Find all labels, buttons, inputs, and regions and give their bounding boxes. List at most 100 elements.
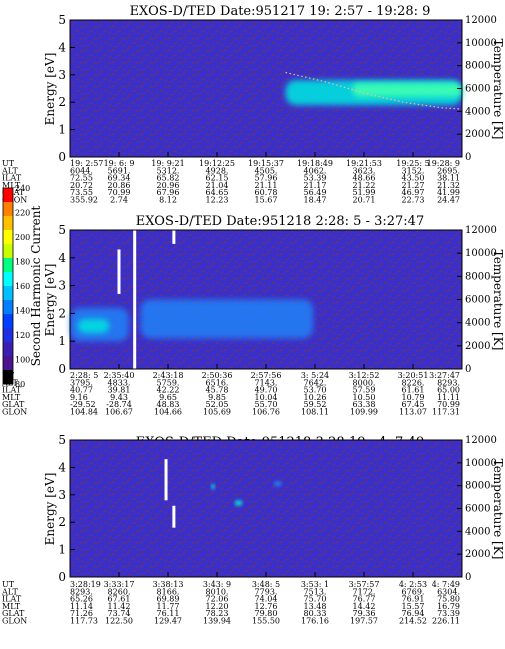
panel-2-eph-value: -29.52 (70, 400, 96, 409)
panel-1-eph-value: 8.12 (159, 196, 177, 205)
panel-3-eph-value: 74.04 (255, 595, 278, 604)
panel-3-eph-value: 7793. (255, 587, 278, 596)
panel-1-y2tick-label: 12000 (465, 15, 497, 26)
panel-1-eph-value: 19: 6: 9 (104, 159, 135, 168)
panel-1-eph-value: 19:18:49 (297, 159, 333, 168)
panel-2-eph-value: 10.79 (402, 393, 425, 402)
panel-1-eph-value: 48.66 (353, 174, 376, 183)
panel-2-feature-2 (140, 299, 314, 339)
panel-2-eph-value: 9.85 (208, 393, 226, 402)
colorbar-swatch (3, 202, 13, 217)
panel-2-eph-value: 7143. (255, 378, 278, 387)
panel-3-eph-value: 8010. (206, 587, 229, 596)
colorbar-frame (2, 187, 14, 385)
panel-1-eph-value: 21.32 (437, 181, 460, 190)
panel-1-y2tick-label: 2000 (465, 129, 490, 140)
panel-2-eph-value: 57.59 (353, 386, 376, 395)
panel-1-eph-label-mlt: MLT (2, 181, 21, 190)
panel-2-ytick-label: 0 (58, 362, 66, 376)
panel-3-eph-value: 197.57 (350, 617, 378, 626)
panel-1-eph-value: 57.96 (255, 174, 278, 183)
panel-2-y2tick-label: 0 (465, 364, 471, 375)
panel-2-eph-value: 2:28: 5 (70, 371, 98, 380)
panel-3-y2tick-label: 2000 (465, 549, 490, 560)
panel-1-eph-value: 64.65 (206, 188, 229, 197)
panel-3-ylabel: Energy [eV] (43, 473, 57, 546)
colorbar-swatch (3, 370, 13, 385)
panel-3-eph-value: 16.79 (437, 602, 460, 611)
panel-3-y2tick-label: 12000 (465, 435, 497, 446)
panel-1-eph-label-ilat: ILAT (2, 174, 22, 183)
panel-1-y2ticks: 0 2000 4000 6000 8000 10000 12000 (457, 15, 497, 163)
panel-2-eph-value: 6516. (206, 378, 229, 387)
colorbar-swatch (3, 300, 13, 315)
panel-2-eph-value: 106.76 (252, 408, 280, 417)
panel-3-eph-value: 69.89 (157, 595, 180, 604)
colorbar-tick-label: 240 (15, 184, 30, 193)
panel-3-eph-value: 3:43: 9 (203, 580, 231, 589)
panel-2-data-gap-1 (117, 249, 121, 294)
panel-2-eph-value: 11.11 (437, 393, 460, 402)
panel-2-eph-value: 10.04 (255, 393, 278, 402)
panel-3-eph-label-glon: GLON (2, 617, 27, 626)
panel-2-eph-value: 3:12:52 (349, 371, 380, 380)
panel-1-eph-value: 65.82 (157, 174, 180, 183)
panel-3-data-gaps (164, 459, 176, 528)
panel-1-eph-value: 5691. (108, 166, 131, 175)
panel-2-data-gaps (117, 230, 176, 369)
panel-3-eph-value: 73.39 (437, 609, 460, 618)
panel-2-ephemeris-table: UT2:28: 52:35:402:43:182:50:362:57:563: … (1, 371, 460, 417)
panel-1-eph-value: 3623. (353, 166, 376, 175)
panel-3-ytick-label: 1 (58, 543, 66, 557)
panel-2-eph-value: 48.83 (157, 400, 180, 409)
panel-1-eph-value: 20.86 (108, 181, 131, 190)
panel-1-eph-value: 51.99 (353, 188, 376, 197)
panel-3-eph-value: 176.16 (301, 617, 329, 626)
panel-1-eph-value: 19:12:25 (199, 159, 235, 168)
panel-1-eph-label-alt: ALT (1, 166, 18, 175)
panel-2-eph-value: 49.70 (255, 386, 278, 395)
panel-2-eph-value: 3:20:51 (398, 371, 429, 380)
panel-3-eph-value: 122.50 (105, 617, 133, 626)
panel-3-noise (70, 440, 462, 577)
panel-1-eph-value: 5312. (157, 166, 180, 175)
panel-3-feature-1 (211, 483, 216, 490)
panel-1-eph-value: 355.92 (70, 196, 98, 205)
panel-3-data-gap-2 (172, 505, 176, 528)
panel-1-eph-value: 41.99 (437, 188, 460, 197)
panel-3-eph-value: 12.20 (206, 602, 229, 611)
panel-3-y2tick-label: 6000 (465, 504, 490, 515)
colorbar-swatches (3, 188, 13, 385)
panel-2-y2tick-label: 6000 (465, 295, 490, 306)
panel-3-eph-value: 76.77 (353, 595, 376, 604)
panel-1-eph-value: 67.96 (157, 188, 180, 197)
panel-2-eph-label-mlt: MLT (2, 393, 21, 402)
panel-2-ytick-label: 1 (58, 334, 66, 348)
panel-1-eph-label-ut: UT (2, 159, 15, 168)
colorbar-tick-label: 100 (15, 356, 30, 365)
panel-1-feature-2 (352, 83, 462, 97)
panel-3-y2label: Temperature [K] (491, 459, 505, 560)
panel-1-eph-value: 56.49 (304, 188, 327, 197)
panel-2-ytick-label: 3 (58, 279, 66, 293)
panel-3-eph-value: 80.33 (304, 609, 327, 618)
panel-1-eph-value: 46.97 (402, 188, 425, 197)
panel-3-eph-value: 4: 7:49 (432, 580, 460, 589)
panel-1-eph-value: 18.47 (304, 196, 327, 205)
panel-3-eph-value: 76.94 (402, 609, 425, 618)
panel-3-xticks (69, 572, 463, 577)
panel-3-eph-value: 214.52 (399, 617, 427, 626)
panel-2-title: EXOS-D/TED Date:951218 2:28: 5 - 3:27:47 (136, 214, 424, 229)
panel-1-eph-value: 4505. (255, 166, 278, 175)
panel-3-eph-label-mlt: MLT (2, 602, 21, 611)
panel-1-temperature-line (285, 71, 463, 110)
colorbar-tick-label: 120 (15, 331, 30, 340)
panel-2-y2ticks: 0 2000 4000 6000 8000 10000 12000 (457, 225, 497, 375)
panel-1-eph-value: 19:15:37 (248, 159, 284, 168)
panel-1-eph-value: 6044. (70, 166, 93, 175)
panel-2-eph-value: 3: 5:24 (301, 371, 329, 380)
panel-2-feature-3 (77, 318, 110, 333)
panel-3-eph-value: 8166. (157, 587, 180, 596)
panel-3-y2tick-label: 4000 (465, 526, 490, 537)
panel-1-eph-value: 24.47 (437, 196, 460, 205)
